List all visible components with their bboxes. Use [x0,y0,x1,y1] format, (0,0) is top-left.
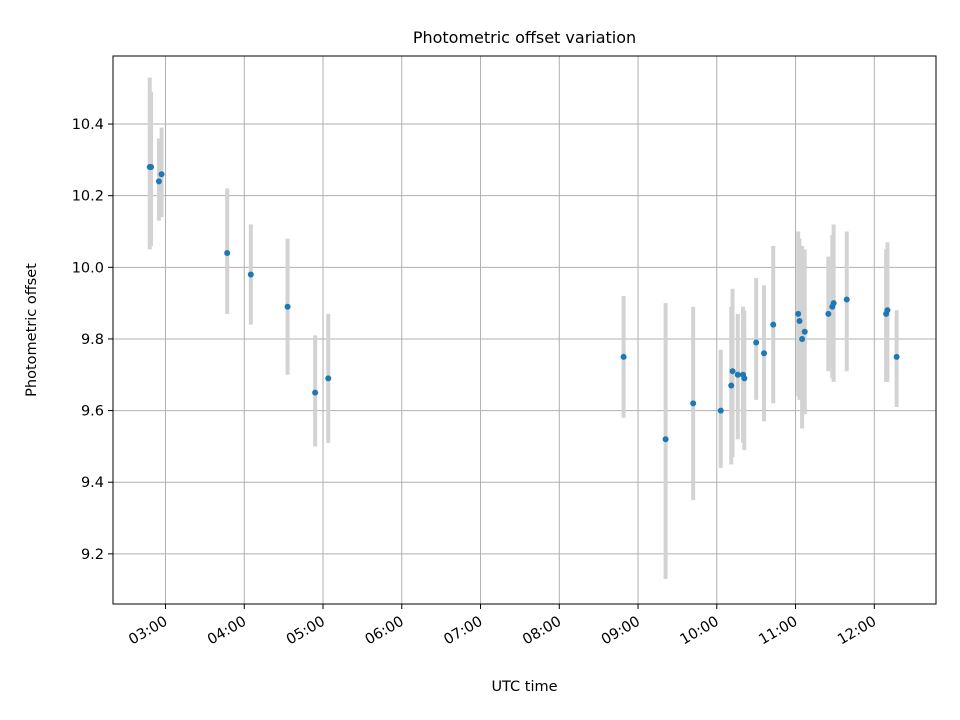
data-point [224,249,231,256]
data-point [312,389,319,396]
data-point [843,296,850,303]
plot-frame [112,55,937,605]
y-tick-label: 10.0 [72,260,104,276]
data-point [770,321,777,328]
x-axis-label: UTC time [491,679,557,695]
data-point [325,375,332,382]
data-point [247,271,254,278]
y-tick-label: 9.2 [81,547,104,563]
y-axis-ticks: 9.2 9.4 9.6 9.8 10.0 10.2 10.4 [72,117,113,563]
data-point [799,335,806,342]
data-point [717,407,724,414]
data-point [796,318,803,325]
data-point [734,371,741,378]
y-axis-label: Photometric offset [24,263,40,397]
data-point [158,171,165,178]
data-point [284,303,291,310]
data-point [728,382,735,389]
data-point [148,164,155,171]
y-tick-label: 10.2 [72,189,104,205]
data-point [729,368,736,375]
data-points [146,164,900,443]
data-point [753,339,760,346]
chart-title: Photometric offset variation [413,28,636,47]
data-point [825,310,832,317]
data-point [620,353,627,360]
data-point [690,400,697,407]
data-point [741,375,748,382]
y-tick-label: 9.6 [81,404,104,420]
data-point [155,178,162,185]
data-point [761,350,768,357]
data-point [830,300,837,307]
y-tick-label: 10.4 [72,117,104,133]
data-point [884,307,891,314]
data-point [795,310,802,317]
data-point [662,436,669,443]
y-tick-label: 9.8 [81,332,104,348]
y-tick-label: 9.4 [81,475,104,491]
data-point [893,353,900,360]
data-point [801,328,808,335]
